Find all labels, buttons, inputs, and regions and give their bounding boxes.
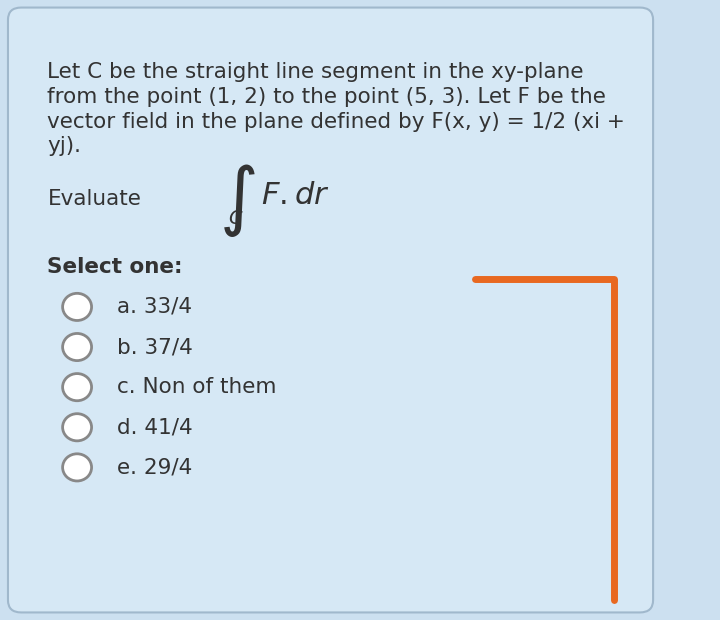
Text: d. 41/4: d. 41/4	[117, 417, 192, 437]
Text: Let C be the straight line segment in the xy-plane: Let C be the straight line segment in th…	[48, 63, 584, 82]
Text: yj).: yj).	[48, 136, 81, 156]
Text: c. Non of them: c. Non of them	[117, 377, 276, 397]
Text: Select one:: Select one:	[48, 257, 183, 277]
Circle shape	[63, 454, 91, 481]
Circle shape	[63, 374, 91, 401]
Text: $\int$: $\int$	[219, 162, 255, 239]
Text: e. 29/4: e. 29/4	[117, 458, 192, 477]
Text: $C$: $C$	[228, 209, 244, 228]
Text: from the point (1, 2) to the point (5, 3). Let F be the: from the point (1, 2) to the point (5, 3…	[48, 87, 606, 107]
Circle shape	[63, 414, 91, 441]
Text: Evaluate: Evaluate	[48, 189, 141, 209]
FancyBboxPatch shape	[8, 7, 653, 613]
Circle shape	[63, 293, 91, 321]
Text: $F.dr$: $F.dr$	[261, 181, 330, 210]
Circle shape	[63, 334, 91, 361]
Text: a. 33/4: a. 33/4	[117, 297, 192, 317]
Text: b. 37/4: b. 37/4	[117, 337, 192, 357]
Text: vector field in the plane defined by F(x, y) = 1/2 (xi +: vector field in the plane defined by F(x…	[48, 112, 626, 131]
